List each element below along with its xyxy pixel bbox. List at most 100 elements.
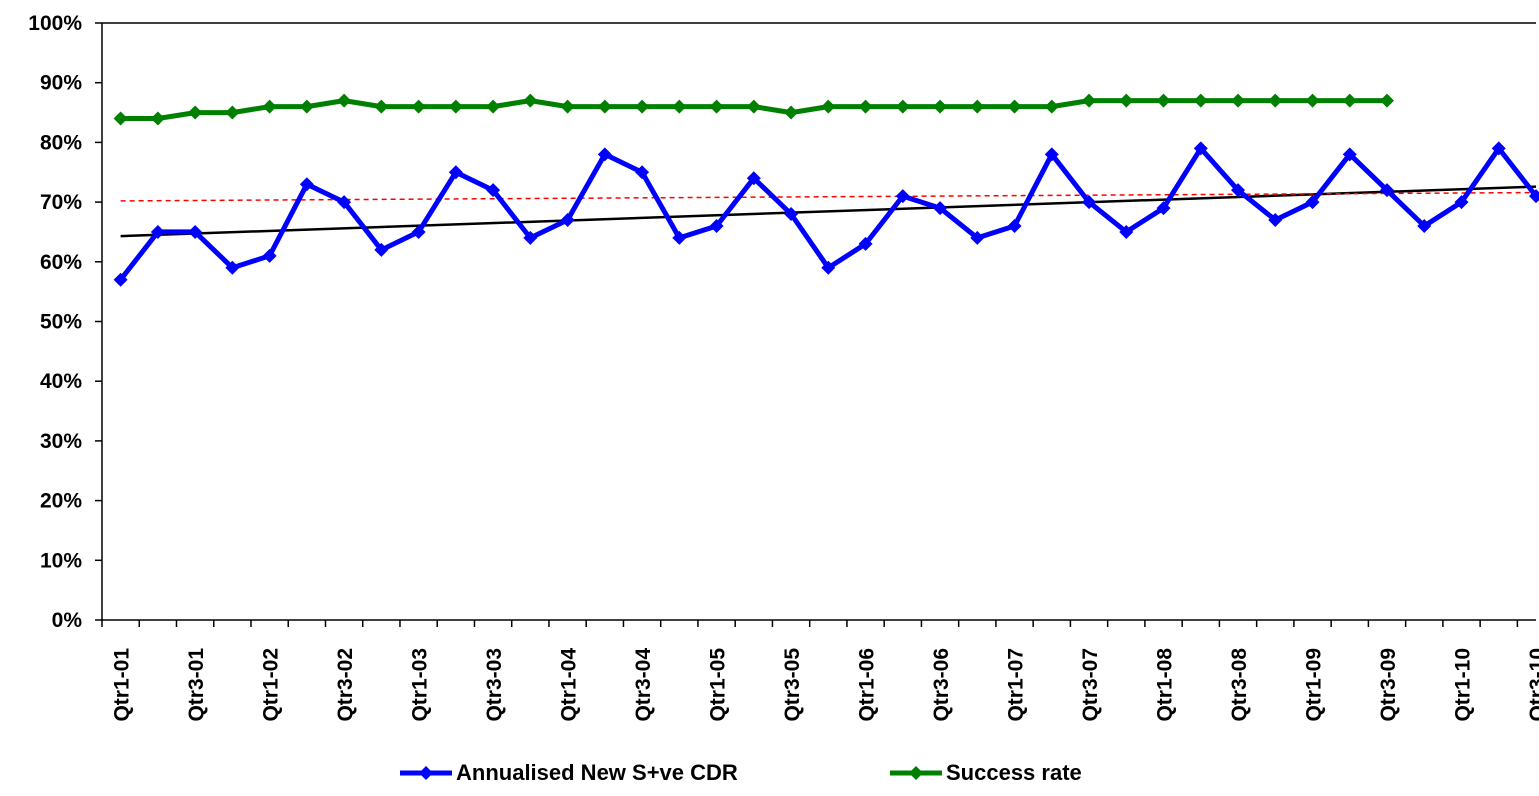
x-tick-label: Qtr1-01 xyxy=(111,648,134,722)
legend-label: Success rate xyxy=(946,760,1082,785)
data-point xyxy=(933,99,948,114)
x-tick-label: Qtr3-07 xyxy=(1079,648,1102,722)
data-point xyxy=(1007,99,1022,114)
data-point xyxy=(448,165,463,180)
x-tick-label: Qtr1-03 xyxy=(409,648,432,722)
x-tick-label: Qtr3-02 xyxy=(334,648,357,722)
y-tick-label: 30% xyxy=(40,430,82,453)
data-point xyxy=(895,99,910,114)
data-point xyxy=(225,260,240,275)
data-point xyxy=(709,218,724,233)
data-point xyxy=(895,189,910,204)
data-point xyxy=(523,93,538,108)
x-tick-label: Qtr3-04 xyxy=(632,648,655,722)
x-tick-label: Qtr3-01 xyxy=(185,648,208,722)
data-point xyxy=(113,272,128,287)
y-tick-label: 50% xyxy=(40,311,82,334)
x-tick-label: Qtr1-04 xyxy=(558,648,581,722)
y-tick-label: 0% xyxy=(52,609,83,632)
data-point xyxy=(970,230,985,245)
data-point xyxy=(1007,218,1022,233)
series-lines xyxy=(113,93,1539,287)
y-tick-label: 90% xyxy=(40,72,82,95)
data-point xyxy=(374,99,389,114)
trendline-solid xyxy=(120,185,1537,238)
data-point xyxy=(1380,183,1395,198)
x-tick-label: Qtr3-05 xyxy=(781,648,804,722)
data-point xyxy=(1044,99,1059,114)
trendlines xyxy=(120,185,1537,238)
data-point xyxy=(784,207,799,222)
data-point xyxy=(411,224,426,239)
data-point xyxy=(411,99,426,114)
y-tick-label: 20% xyxy=(40,490,82,513)
data-point xyxy=(821,260,836,275)
data-point xyxy=(225,105,240,120)
data-point xyxy=(188,105,203,120)
data-point xyxy=(709,99,724,114)
trendline-dashed xyxy=(120,191,1537,202)
data-point xyxy=(858,99,873,114)
data-point xyxy=(746,99,761,114)
y-tick-label: 80% xyxy=(40,131,82,154)
y-tick-label: 40% xyxy=(40,370,82,393)
data-point xyxy=(448,99,463,114)
data-point xyxy=(1231,183,1246,198)
data-point xyxy=(150,224,165,239)
data-point xyxy=(858,236,873,251)
data-point xyxy=(1044,147,1059,162)
data-point xyxy=(1082,195,1097,210)
data-point xyxy=(1491,141,1506,156)
data-point xyxy=(560,213,575,228)
data-point xyxy=(1305,195,1320,210)
data-point xyxy=(1268,213,1283,228)
data-point xyxy=(262,248,277,263)
y-tick-label: 100% xyxy=(28,12,82,35)
data-point xyxy=(337,93,352,108)
data-point xyxy=(1119,224,1134,239)
data-point xyxy=(150,111,165,126)
x-tick-label: Qtr1-08 xyxy=(1154,648,1177,722)
x-tick-label: Qtr1-07 xyxy=(1005,648,1028,722)
data-point xyxy=(374,242,389,257)
data-point xyxy=(262,99,277,114)
series-line-0 xyxy=(118,145,1538,282)
data-point xyxy=(672,99,687,114)
x-axis: Qtr1-01 Qtr3-01 Qtr1-02 Qtr3-02 Qtr1-03 Qtr3-… xyxy=(101,619,1539,722)
data-point xyxy=(1193,93,1208,108)
data-point xyxy=(188,224,203,239)
y-tick-label: 10% xyxy=(40,549,82,572)
data-point xyxy=(560,99,575,114)
data-point xyxy=(1454,195,1469,210)
data-point xyxy=(672,230,687,245)
y-axis: 0% 10% 20% 30% 40% 50% 60% 70% 80% 90% 100% xyxy=(28,12,1536,632)
data-point xyxy=(635,165,650,180)
data-point xyxy=(1156,93,1171,108)
legend-label: Annualised New S+ve CDR xyxy=(456,760,738,785)
x-tick-label: Qtr1-05 xyxy=(707,648,730,722)
data-point xyxy=(113,111,128,126)
y-tick-label: 60% xyxy=(40,251,82,274)
data-point xyxy=(597,147,612,162)
legend-swatch-marker xyxy=(419,766,433,780)
data-point xyxy=(1193,141,1208,156)
data-point xyxy=(1529,189,1539,204)
data-point xyxy=(299,177,314,192)
data-point xyxy=(970,99,985,114)
x-tick-label: Qtr1-02 xyxy=(260,648,283,722)
data-point xyxy=(486,99,501,114)
data-point xyxy=(933,201,948,216)
x-tick-label: Qtr3-10 xyxy=(1526,648,1539,722)
x-tick-label: Qtr1-09 xyxy=(1303,648,1326,722)
data-point xyxy=(1305,93,1320,108)
data-point xyxy=(1342,147,1357,162)
data-point xyxy=(1417,218,1432,233)
data-point xyxy=(1231,93,1246,108)
data-point xyxy=(597,99,612,114)
legend: Annualised New S+ve CDR Success rate xyxy=(400,760,1082,785)
data-point xyxy=(337,195,352,210)
x-tick-label: Qtr3-03 xyxy=(483,648,506,722)
data-point xyxy=(299,99,314,114)
data-point xyxy=(1119,93,1134,108)
